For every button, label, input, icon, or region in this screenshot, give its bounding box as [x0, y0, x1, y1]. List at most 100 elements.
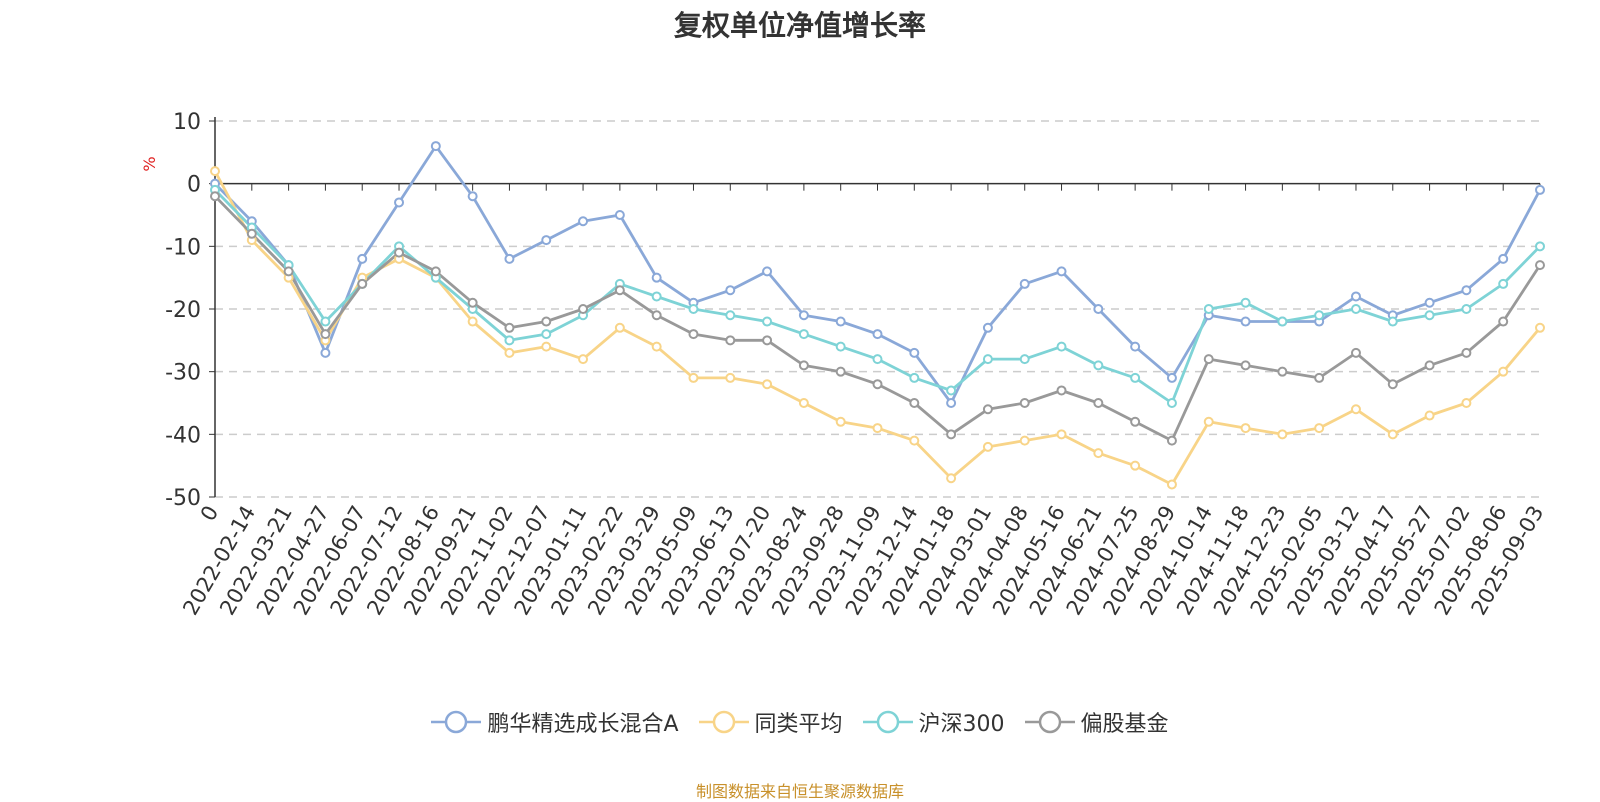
x-tick-labels: 02022-02-142022-03-212022-04-272022-06-0…: [178, 502, 1548, 620]
data-point: [504, 322, 515, 333]
y-tick-label: -20: [165, 298, 201, 323]
legend: 鹏华精选成长混合A 同类平均 沪深300 偏股基金: [0, 706, 1600, 738]
series-line-3: [213, 195, 1542, 443]
legend-item-1[interactable]: 同类平均: [698, 706, 843, 738]
data-point: [467, 191, 478, 202]
data-point: [872, 329, 883, 340]
data-point: [1387, 379, 1398, 390]
data-point: [1019, 435, 1030, 446]
data-point: [946, 385, 957, 396]
data-point: [1240, 423, 1251, 434]
data-point: [909, 347, 920, 358]
data-point: [1498, 366, 1509, 377]
data-point: [1498, 278, 1509, 289]
data-point: [1056, 429, 1067, 440]
data-point: [246, 228, 257, 239]
data-point: [1240, 297, 1251, 308]
data-point: [688, 304, 699, 314]
data-point: [872, 379, 883, 390]
data-point: [1277, 429, 1288, 440]
data-point: [430, 141, 441, 152]
y-tick-label: -10: [165, 235, 201, 260]
data-point: [725, 335, 736, 346]
data-point: [688, 329, 699, 340]
legend-label: 偏股基金: [1080, 712, 1169, 737]
grid-lines: [215, 120, 1540, 498]
data-point: [614, 285, 625, 296]
data-point: [578, 354, 589, 365]
data-point: [504, 253, 515, 264]
data-point: [725, 372, 736, 383]
data-point: [1535, 241, 1545, 252]
data-point: [1130, 416, 1141, 427]
data-point: [1019, 354, 1030, 365]
data-point: [1424, 360, 1435, 371]
data-point: [798, 360, 809, 371]
data-point: [1314, 372, 1325, 383]
data-point: [1056, 266, 1067, 277]
data-point: [541, 329, 552, 340]
legend-marker-icon: [698, 710, 749, 734]
data-point: [798, 398, 809, 408]
data-point: [1314, 310, 1325, 321]
data-point: [762, 379, 773, 390]
data-point: [1056, 385, 1067, 396]
data-point: [1166, 435, 1177, 446]
data-point: [357, 253, 368, 264]
data-point: [982, 322, 993, 333]
data-point: [651, 291, 662, 302]
data-point: [1461, 285, 1472, 296]
series-lines: [210, 141, 1545, 490]
axes: 10 0 -10 -20 -30 -40 -50: [165, 110, 1541, 511]
data-point: [357, 278, 368, 289]
data-point: [909, 398, 920, 408]
data-point: [1535, 260, 1545, 271]
data-point: [210, 191, 220, 202]
data-point: [430, 266, 441, 277]
data-point: [798, 310, 809, 321]
data-point: [467, 316, 478, 327]
y-tick-label: 10: [173, 110, 201, 135]
data-point: [762, 266, 773, 277]
legend-marker-icon: [1024, 710, 1075, 734]
data-point: [1424, 310, 1435, 321]
data-point: [541, 341, 552, 352]
data-point: [1498, 253, 1509, 264]
data-point: [982, 441, 993, 452]
data-point: [1203, 354, 1214, 365]
data-point: [283, 266, 294, 277]
legend-label: 同类平均: [754, 712, 843, 737]
data-point: [578, 304, 589, 314]
data-point: [762, 316, 773, 327]
data-point: [688, 372, 699, 383]
data-point: [1130, 341, 1141, 352]
data-point: [982, 354, 993, 365]
data-point: [1019, 398, 1030, 408]
data-point: [541, 316, 552, 327]
data-point: [614, 322, 625, 333]
data-point: [1277, 316, 1288, 327]
legend-item-0[interactable]: 鹏华精选成长混合A: [431, 706, 679, 738]
data-point: [1166, 372, 1177, 383]
legend-item-3[interactable]: 偏股基金: [1024, 706, 1169, 738]
legend-item-2[interactable]: 沪深300: [862, 706, 1005, 738]
data-point: [504, 347, 515, 358]
data-point: [909, 372, 920, 383]
y-axis-unit: %: [140, 156, 159, 171]
data-point: [1130, 372, 1141, 383]
data-point: [1019, 278, 1030, 289]
data-point: [946, 429, 957, 440]
data-point: [1461, 304, 1472, 314]
y-tick-label: -40: [165, 423, 201, 448]
data-point: [320, 316, 331, 327]
legend-label: 鹏华精选成长混合A: [487, 712, 679, 737]
data-point: [1461, 347, 1472, 358]
data-point: [1535, 184, 1545, 195]
data-point: [946, 473, 957, 484]
data-point: [1240, 316, 1251, 327]
data-point: [872, 423, 883, 434]
data-point: [1350, 304, 1361, 314]
data-point: [541, 235, 552, 246]
chart-title: 复权单位净值增长率: [673, 9, 926, 42]
